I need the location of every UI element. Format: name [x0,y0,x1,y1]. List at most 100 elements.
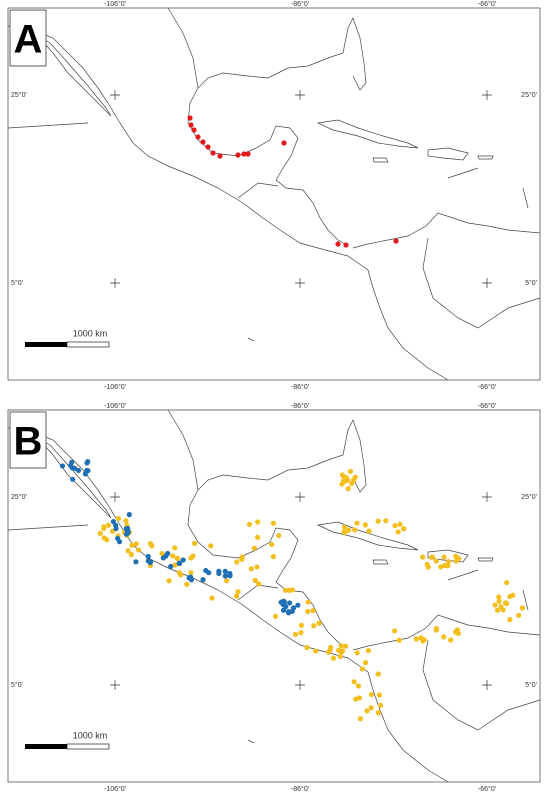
occurrence-point [339,481,345,487]
graticule-cross [295,278,305,288]
occurrence-point [113,525,119,532]
occurrence-point [455,630,461,637]
occurrence-point [256,581,262,587]
scale-bar-black [25,744,67,749]
longitude-label: -86°0' [291,402,309,410]
occurrence-point [395,529,401,535]
occurrence-point [295,602,301,608]
occurrence-point [254,564,260,570]
occurrence-point [494,607,501,613]
occurrence-point [165,550,171,557]
occurrence-point [97,530,103,537]
graticule-cross [295,90,305,100]
occurrence-point [291,605,297,611]
occurrence-point [289,587,296,593]
occurrence-point [82,471,88,477]
occurrence-point [200,577,206,583]
occurrence-point [270,554,276,560]
occurrence-point [298,630,304,636]
occurrence-point [413,636,419,642]
occurrence-point [125,548,131,554]
scale-bar-black [25,342,67,347]
occurrence-point [281,598,287,604]
occurrence-point [496,594,502,600]
occurrence-point [392,523,398,529]
occurrence-point [126,512,132,518]
panel-label: A [14,18,43,62]
occurrence-point [356,695,363,701]
occurrence-point [235,152,241,158]
occurrence-point [276,532,282,539]
graticule-cross [482,278,492,288]
occurrence-point [125,530,131,536]
map-panel: -106°0' -86°0' -66°0' -106°0' -86°0' -66°0' 25… [7,0,541,391]
occurrence-point [500,607,506,613]
occurrence-point [191,127,197,133]
occurrence-point [69,459,75,465]
occurrence-point [357,716,364,722]
occurrence-point [255,534,261,540]
occurrence-point [377,702,384,708]
graticule-cross [110,90,120,100]
occurrence-point [105,522,112,528]
occurrence-point [75,467,82,474]
scale-bar-white [66,743,110,750]
occurrence-point [424,561,430,567]
occurrence-point [328,644,334,651]
occurrence-point [375,710,381,716]
occurrence-point [104,537,110,543]
graticule-cross [295,492,305,502]
occurrence-point [184,581,190,587]
occurrence-point [170,553,176,559]
latitude-label: 25°0' [11,91,27,99]
occurrence-point [362,522,368,528]
occurrence-point [366,528,372,534]
occurrence-point [227,570,233,577]
occurrence-point [187,115,193,121]
occurrence-point [282,587,289,593]
occurrence-point [298,622,305,628]
occurrence-point [133,559,139,565]
longitude-label: -106°0' [104,785,126,792]
occurrence-point [354,520,360,526]
scale-bar-white [66,341,110,348]
occurrence-point [217,153,223,159]
occurrence-point [492,602,498,608]
occurrence-point [175,555,181,562]
occurrence-point [346,527,352,533]
occurrence-point [448,637,454,643]
occurrence-point [368,691,375,698]
occurrence-point [396,637,402,643]
occurrence-point [145,553,151,560]
occurrence-point [287,600,293,606]
occurrence-point [59,463,66,469]
occurrence-point [441,634,447,640]
occurrence-point [445,559,452,565]
occurrence-point [285,609,292,615]
occurrence-point [160,555,166,561]
longitude-label: -106°0' [104,0,126,8]
occurrence-point [188,122,194,128]
occurrence-point [281,140,287,146]
occurrence-point [445,563,451,569]
scale-label: 1000 km [73,730,108,740]
occurrence-point [200,139,206,145]
occurrence-point [70,476,76,482]
occurrence-point [352,474,358,480]
graticule-cross [110,492,120,502]
longitude-label: -106°0' [104,383,126,391]
occurrence-point [115,535,121,542]
occurrence-point [176,560,182,566]
occurrence-point [519,605,525,611]
occurrence-point [269,541,275,548]
panel-frame [7,409,541,783]
occurrence-point [392,628,398,634]
latitude-label: 25°0' [521,91,537,99]
occurrence-point [224,578,230,584]
occurrence-point [251,545,257,551]
occurrence-point [129,542,135,548]
occurrence-point [351,679,357,685]
occurrence-point [222,573,228,579]
occurrence-point [393,238,399,244]
